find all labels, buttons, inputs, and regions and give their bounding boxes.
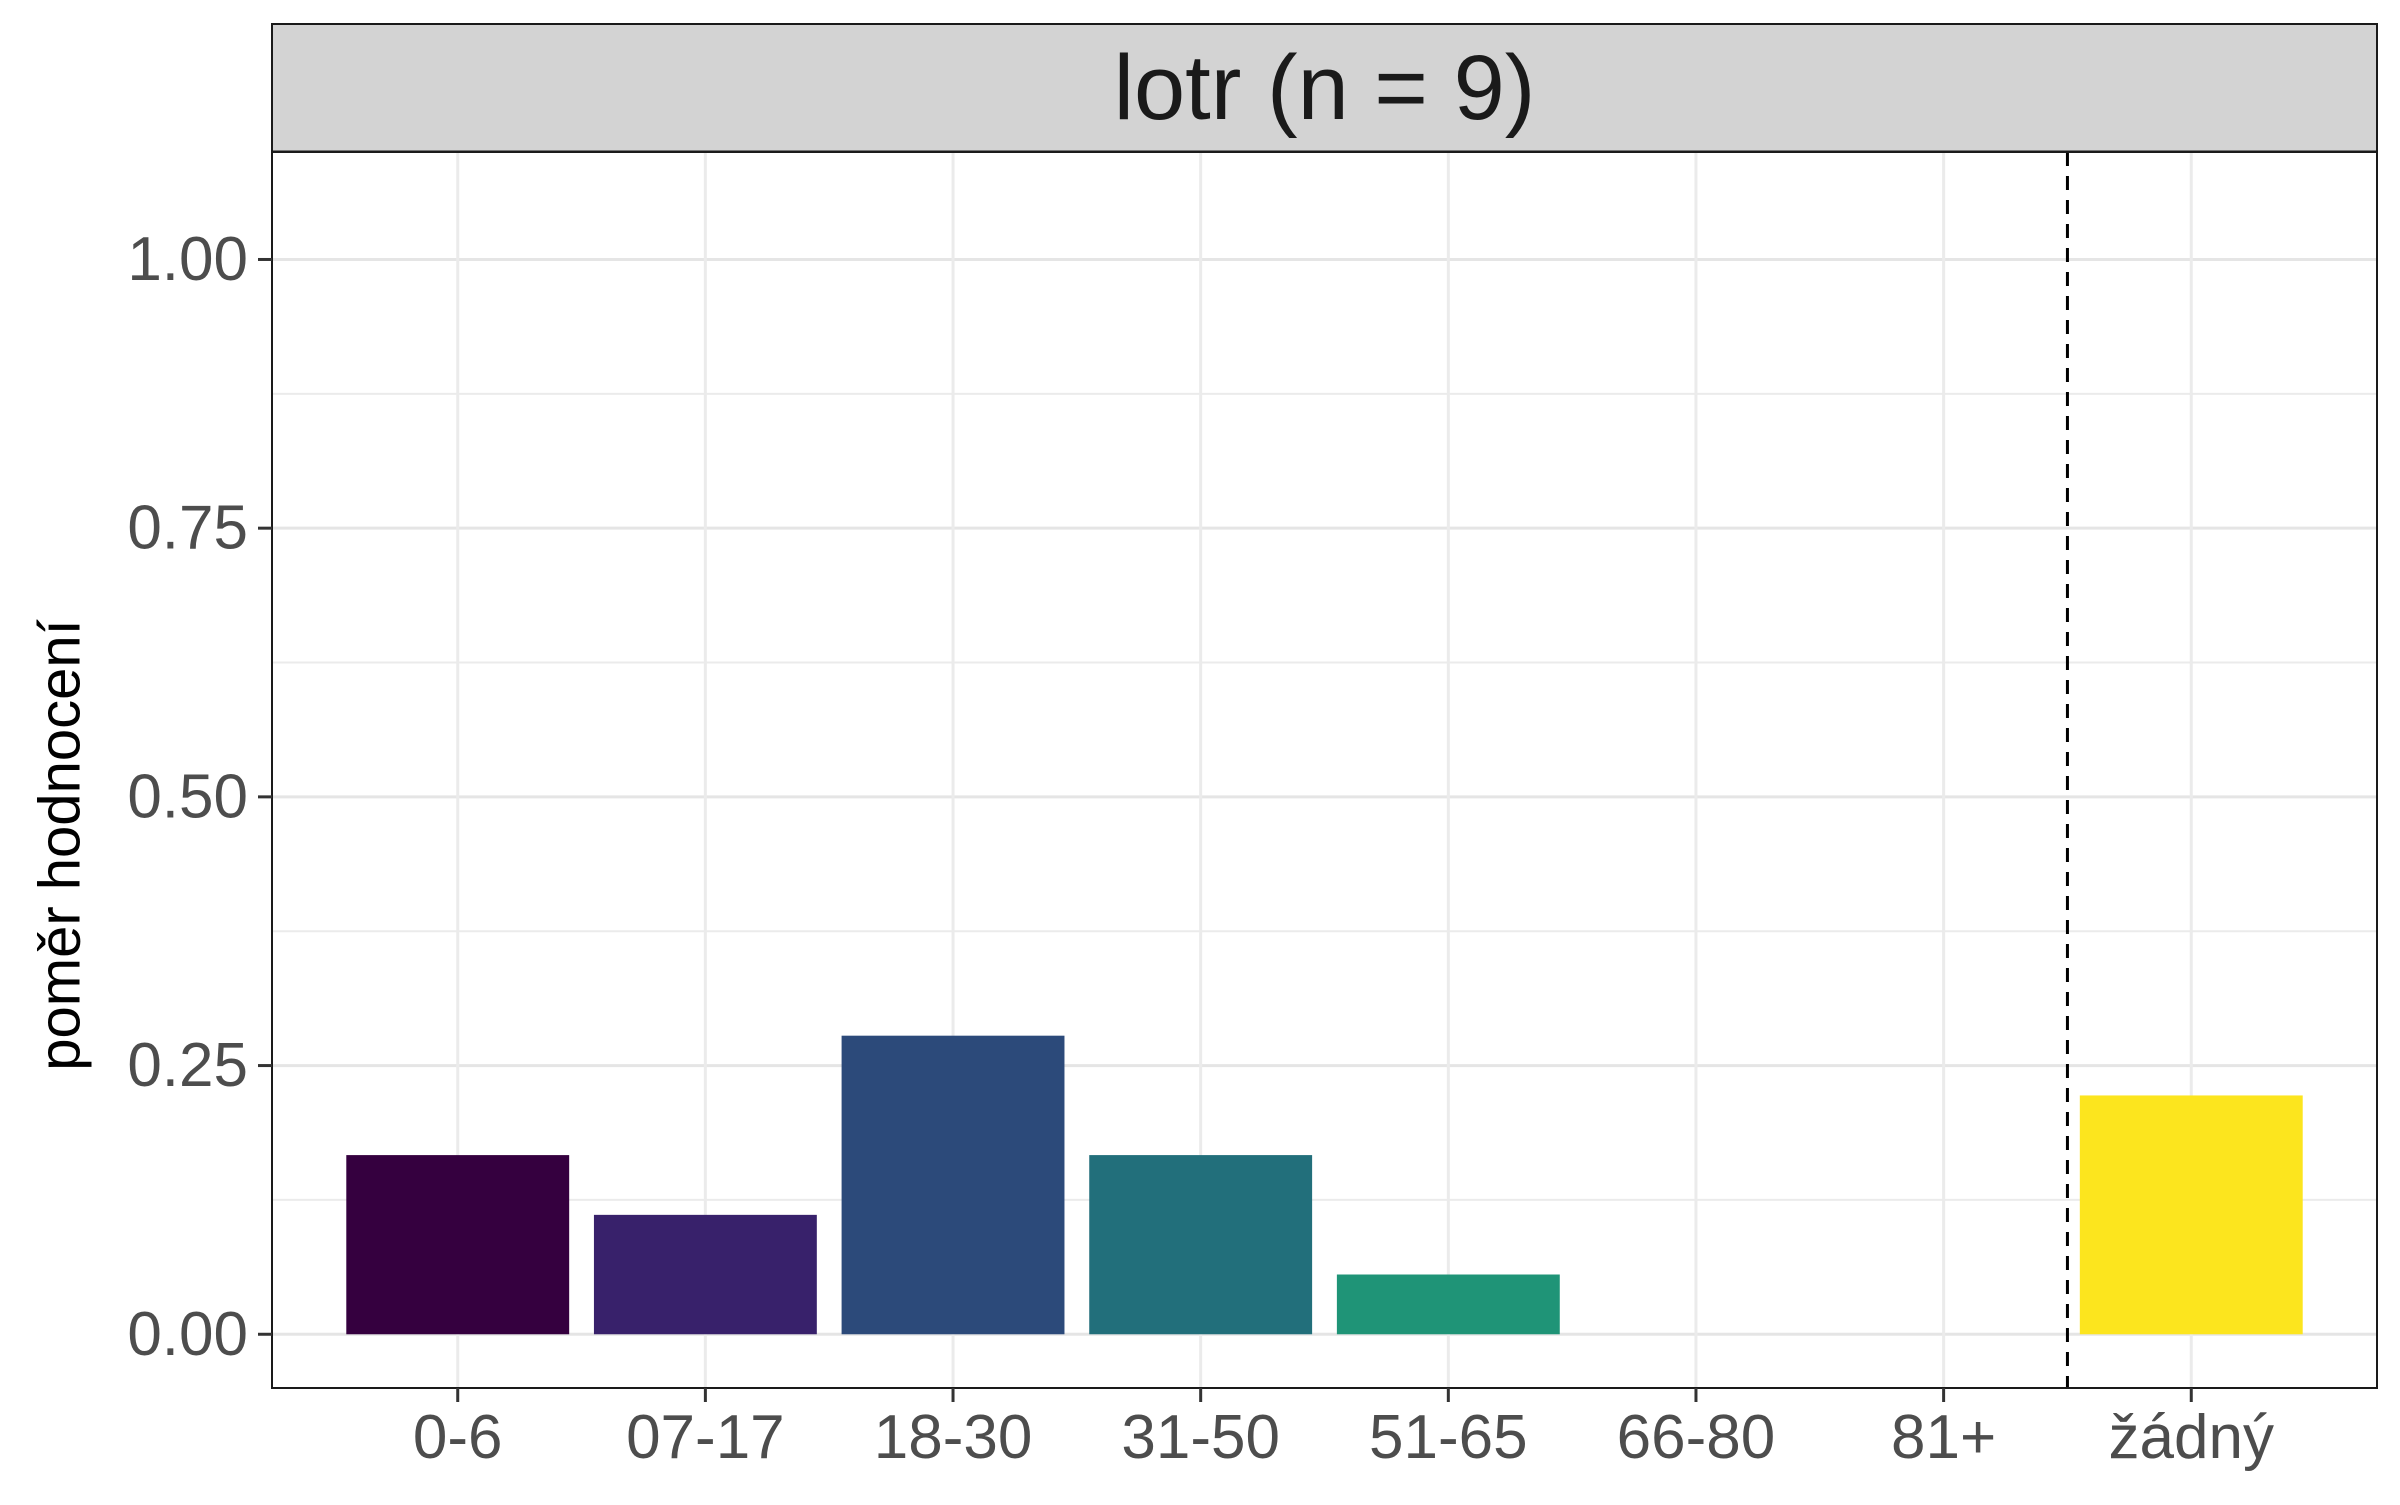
y-tick-label: 1.00 — [127, 225, 248, 294]
facet-strip — [271, 23, 2378, 153]
x-tick-label: 18-30 — [874, 1403, 1033, 1472]
bar-žádný — [2079, 1095, 2303, 1335]
plot-panel — [272, 152, 2377, 1388]
plot-panel-border — [271, 151, 2378, 1389]
y-tick-label: 0.00 — [127, 1300, 248, 1369]
x-tick-label: 51-65 — [1369, 1403, 1528, 1472]
bar-0-6 — [346, 1155, 570, 1335]
bar-07-17 — [593, 1214, 817, 1335]
y-tick-label: 0.25 — [127, 1031, 248, 1100]
bar-18-30 — [841, 1035, 1065, 1335]
y-axis: 0.00 0.25 0.50 0.75 1.00 — [127, 225, 272, 1369]
bar-31-50 — [1089, 1155, 1313, 1335]
y-tick-label: 0.50 — [127, 762, 248, 831]
y-axis-label: poměr hodnocení — [28, 619, 93, 1070]
bar-51-65 — [1336, 1274, 1560, 1335]
x-tick-label: 0-6 — [413, 1403, 503, 1472]
x-tick-label: 07-17 — [626, 1403, 785, 1472]
bars — [346, 1035, 2303, 1335]
x-tick-label: 66-80 — [1617, 1403, 1776, 1472]
x-tick-label: žádný — [2109, 1403, 2274, 1472]
x-axis: 0-6 07-17 18-30 31-50 51-65 66-80 81+ žádný — [413, 1388, 2274, 1472]
y-tick-label: 0.75 — [127, 494, 248, 563]
x-tick-label: 81+ — [1891, 1403, 1996, 1472]
facet-title: lotr (n = 9) — [1114, 37, 1536, 139]
x-tick-label: 31-50 — [1121, 1403, 1280, 1472]
